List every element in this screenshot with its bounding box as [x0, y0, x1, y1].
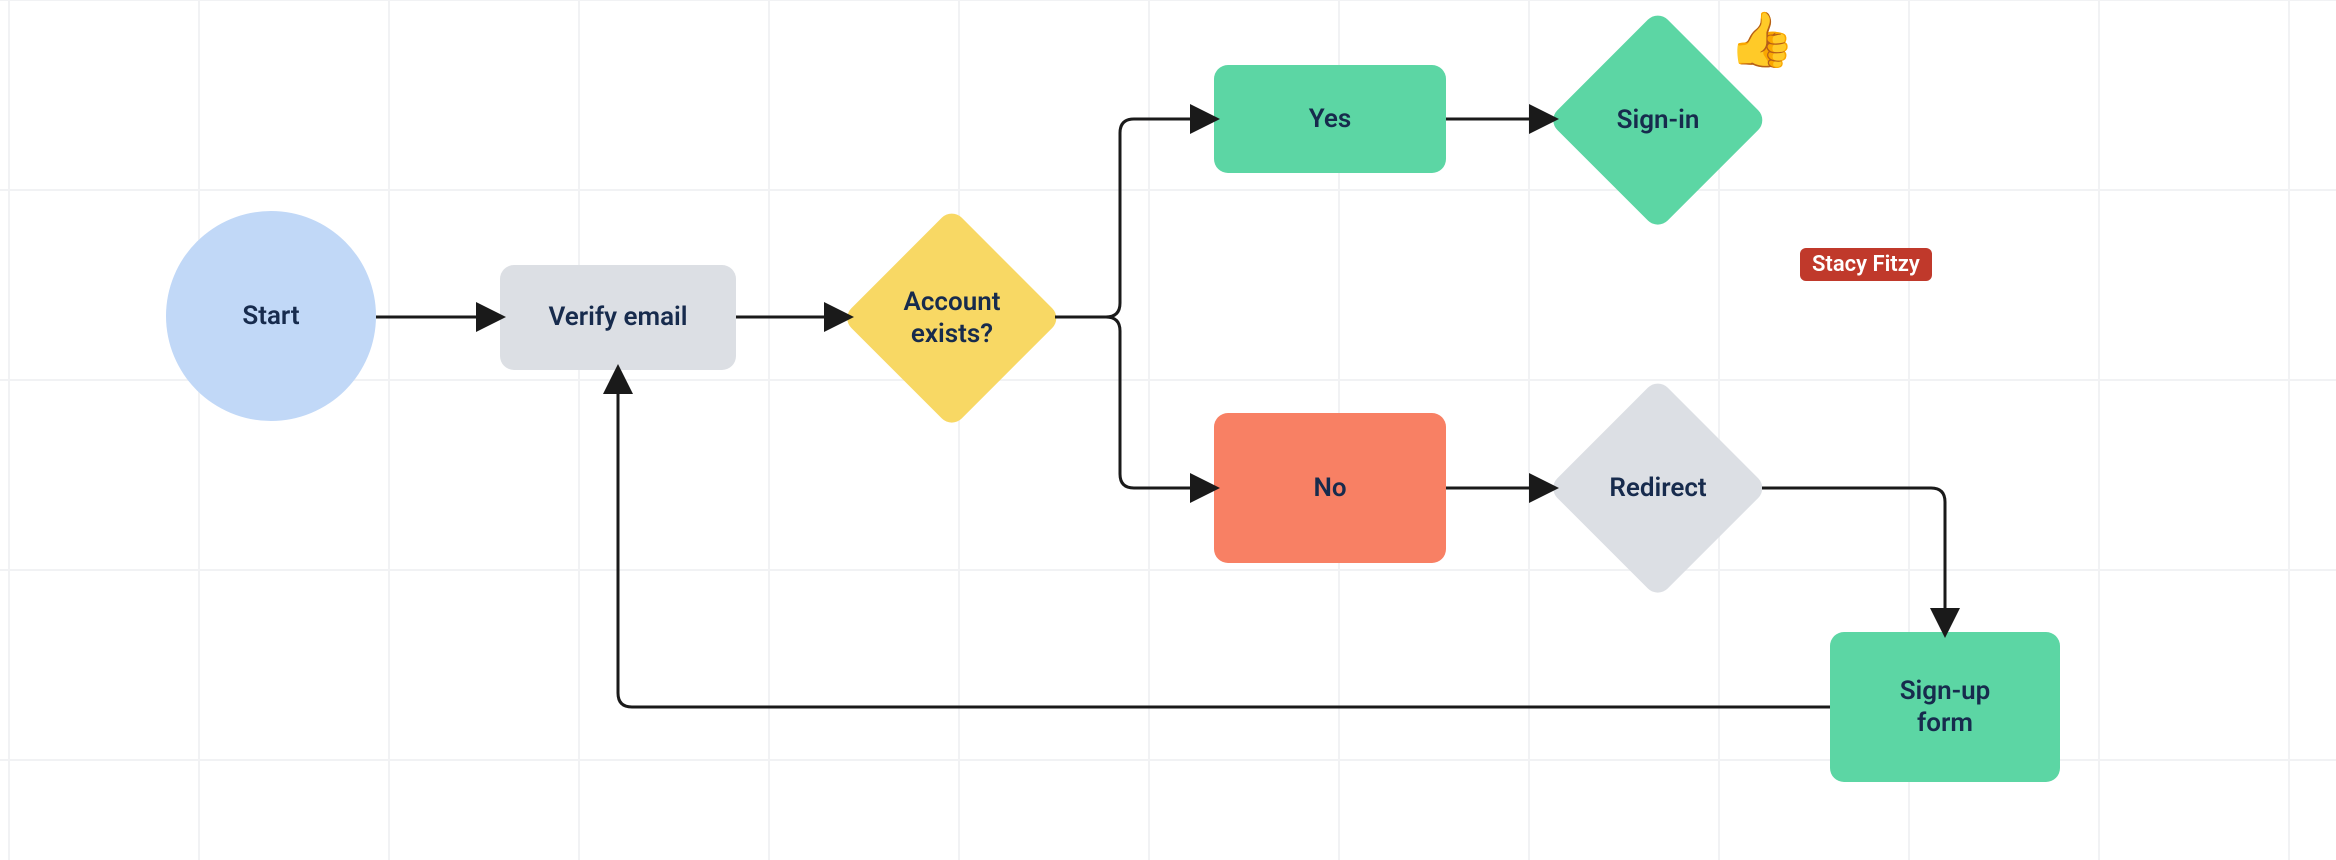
node-redirect[interactable]: Redirect	[1548, 378, 1768, 598]
node-verify-email[interactable]: Verify email	[500, 265, 736, 370]
node-redirect-label: Redirect	[1609, 472, 1706, 505]
node-account-label: Account exists?	[904, 286, 1001, 351]
thumbs-up-icon: 👍	[1728, 9, 1795, 72]
node-sign-up-form[interactable]: Sign-up form	[1830, 632, 2060, 782]
node-signin-label: Sign-in	[1617, 104, 1700, 137]
node-start-label: Start	[242, 300, 299, 333]
node-no[interactable]: No	[1214, 413, 1446, 563]
node-account-exists[interactable]: Account exists?	[842, 208, 1062, 428]
node-signup-label: Sign-up form	[1900, 675, 1991, 740]
collaborator-cursor-label: Stacy Fitzy	[1800, 248, 1932, 281]
node-yes[interactable]: Yes	[1214, 65, 1446, 173]
edge-account-no	[1055, 317, 1214, 488]
node-start[interactable]: Start	[166, 211, 376, 421]
node-yes-label: Yes	[1309, 103, 1352, 136]
thumbs-up-sticker[interactable]: 👍	[1728, 14, 1795, 68]
node-no-label: No	[1313, 472, 1346, 505]
edge-redirect-signup	[1762, 488, 1945, 632]
node-verify-label: Verify email	[548, 301, 687, 334]
edge-account-yes	[1055, 119, 1214, 317]
